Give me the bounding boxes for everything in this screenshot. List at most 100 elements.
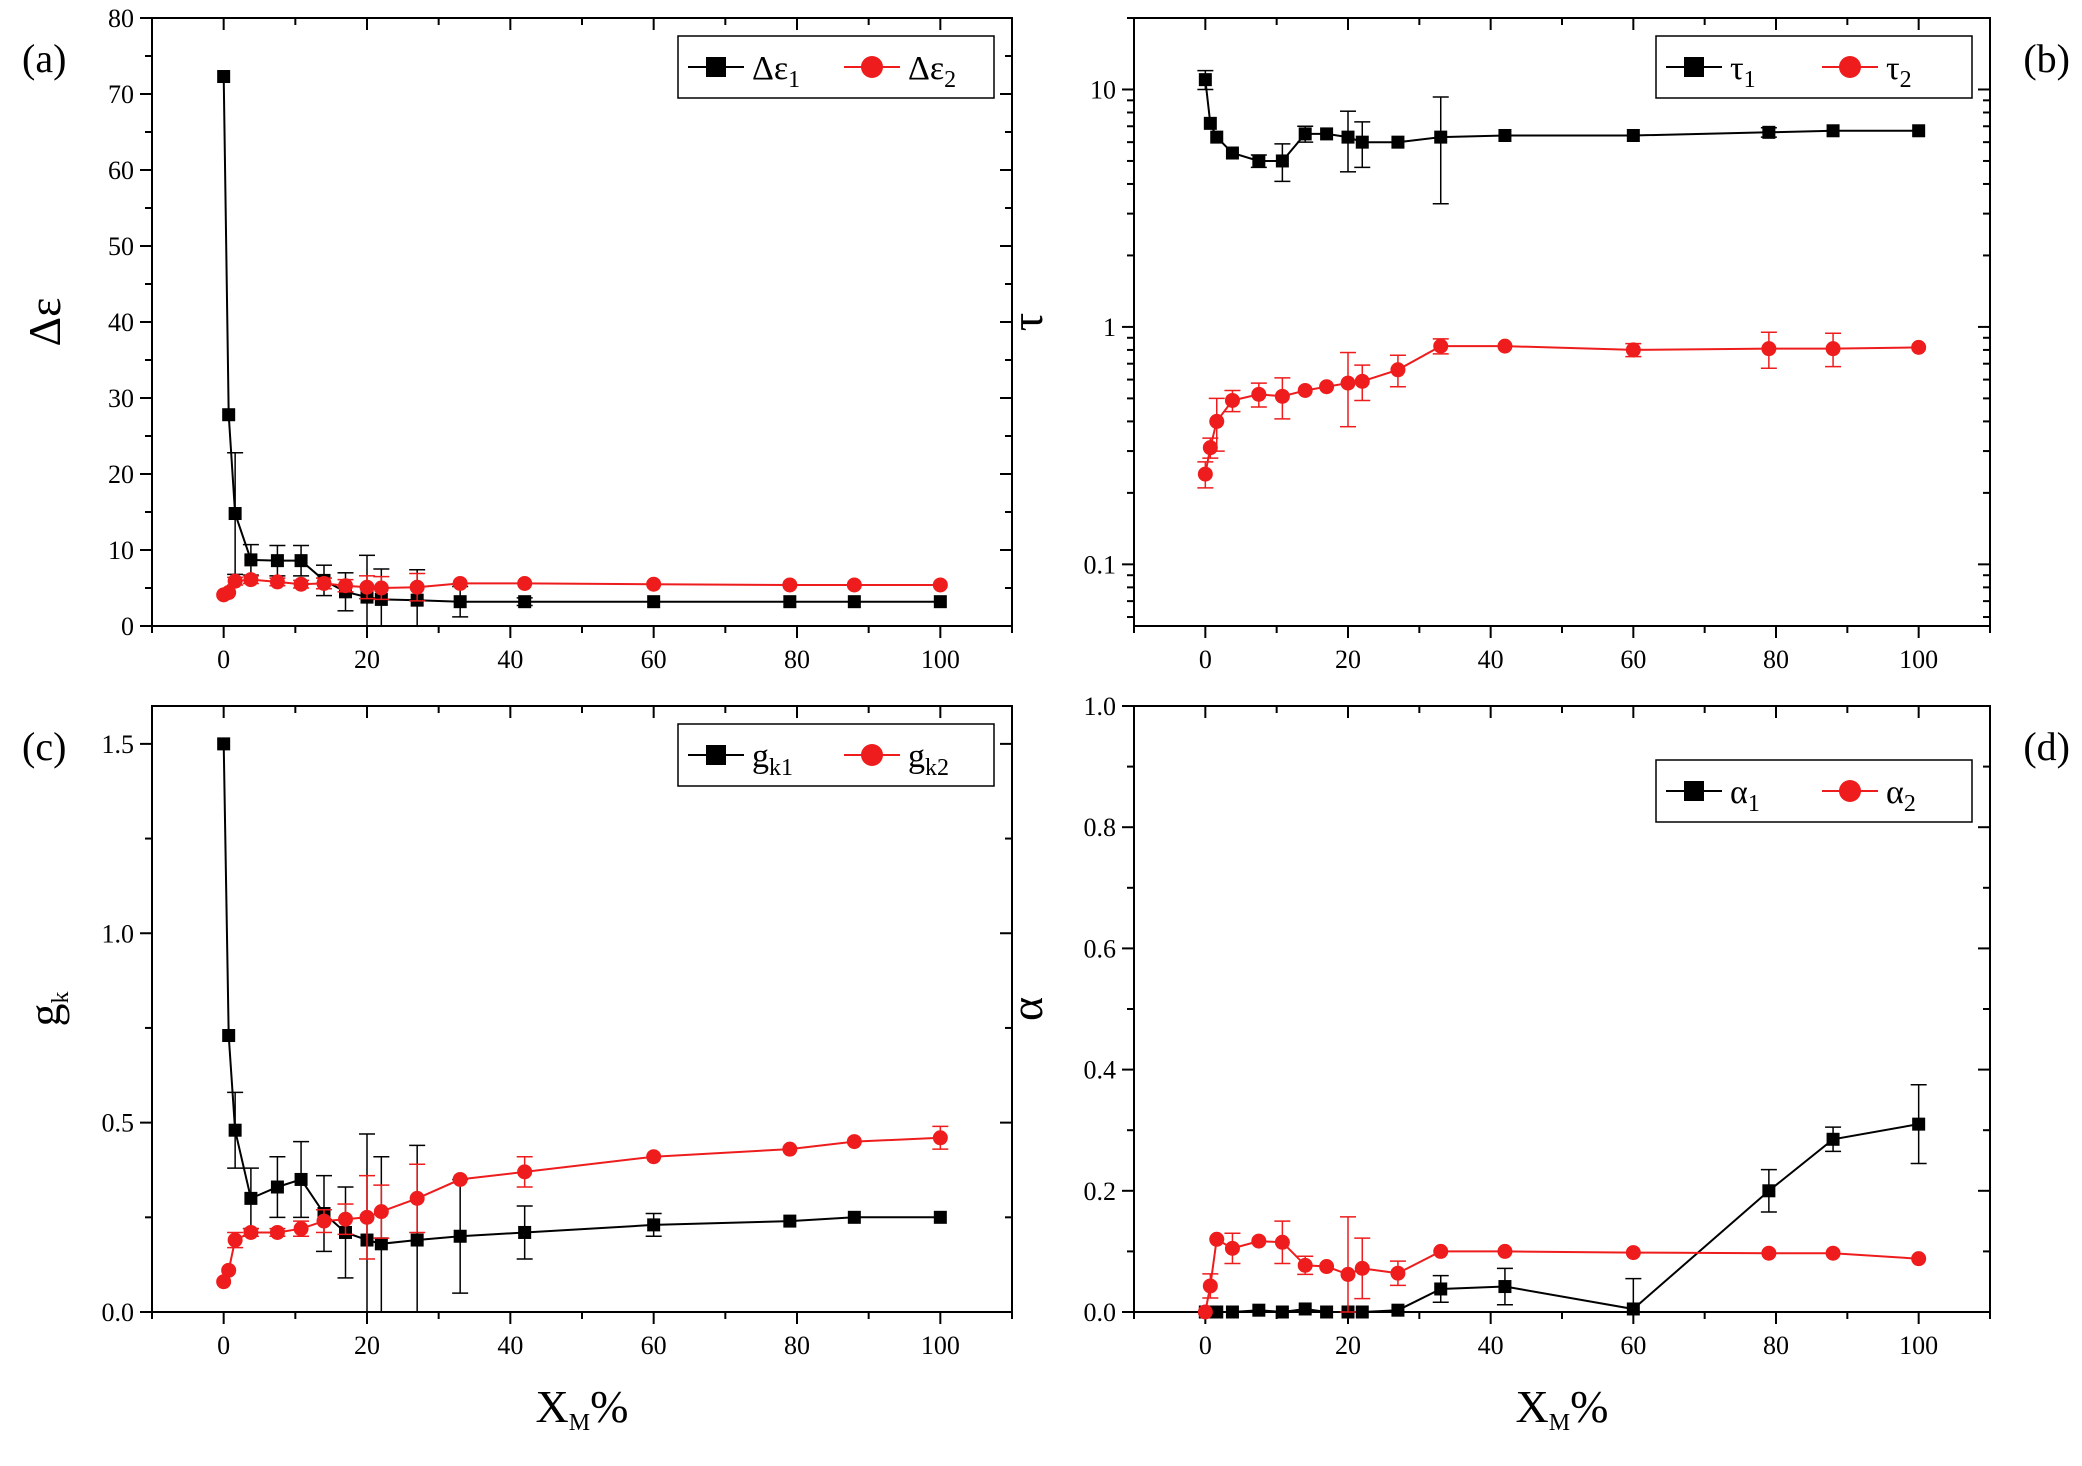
y-axis-label-main: α [1001, 997, 1052, 1021]
legend-marker [706, 57, 726, 77]
data-point [1203, 116, 1217, 130]
legend-label-sub: 2 [1904, 791, 1916, 817]
y-tick-label: 1.0 [1084, 692, 1117, 721]
data-point [1209, 1231, 1225, 1247]
y-tick-label: 50 [108, 232, 134, 261]
data-point [216, 1274, 232, 1290]
series-line [1204, 1237, 1919, 1313]
data-point [359, 579, 375, 595]
data-point [269, 574, 285, 590]
legend: τ1 τ2 [1655, 35, 1973, 99]
legend-label-sub: k1 [769, 755, 793, 781]
y-tick-label: 0.2 [1084, 1177, 1117, 1206]
data-point [1762, 1184, 1776, 1198]
legend-label-main: Δε [752, 50, 788, 87]
y-tick-label: 0.5 [102, 1109, 135, 1138]
data-point [1298, 1302, 1312, 1316]
series-1 [217, 70, 947, 627]
data-point [227, 1232, 243, 1248]
x-tick-label: 80 [784, 1331, 810, 1360]
data-point [1197, 466, 1213, 482]
data-point [1355, 1305, 1369, 1319]
data-point [1761, 341, 1777, 357]
data-point [270, 554, 284, 568]
data-point [1391, 135, 1405, 149]
y-tick-label: 10 [108, 536, 134, 565]
data-point [1320, 1305, 1334, 1319]
legend-marker [1839, 56, 1861, 78]
data-point [1761, 1245, 1777, 1261]
data-point [1202, 1278, 1218, 1294]
data-point [782, 1141, 798, 1157]
data-point [1625, 1245, 1641, 1261]
plot-frame-c [151, 705, 1013, 1313]
data-point [409, 579, 425, 595]
data-point [1911, 1251, 1927, 1267]
y-axis-label: α [1001, 997, 1052, 1021]
data-point [294, 1172, 308, 1186]
data-point [933, 595, 947, 609]
data-point [1198, 73, 1212, 87]
data-point [294, 554, 308, 568]
data-point [518, 595, 532, 609]
x-tick-label: 0 [1199, 1331, 1212, 1360]
y-tick-label: 30 [108, 384, 134, 413]
data-point [217, 737, 231, 751]
x-tick-label: 40 [497, 1331, 523, 1360]
data-point [227, 573, 243, 589]
data-point [270, 1180, 284, 1194]
data-point [847, 595, 861, 609]
x-axis-label: XM% [536, 1381, 629, 1436]
legend-marker [861, 56, 883, 78]
y-tick-label: 0.6 [1084, 934, 1117, 963]
data-point [846, 577, 862, 593]
data-point [647, 595, 661, 609]
legend-label-sub: 1 [1748, 791, 1760, 817]
legend-label: gk1 [752, 738, 793, 781]
y-tick-label: 0.0 [1084, 1298, 1117, 1327]
data-point [1340, 1266, 1356, 1282]
y-tick-label: 0.4 [1084, 1056, 1117, 1085]
data-point [517, 1164, 533, 1180]
data-point [316, 1213, 332, 1229]
y-tick-label: 0.8 [1084, 813, 1117, 842]
legend-label-main: α [1730, 774, 1748, 811]
data-point [847, 1210, 861, 1224]
data-point [517, 575, 533, 591]
x-tick-label: 100 [921, 1331, 960, 1360]
x-tick-label: 0 [217, 1331, 230, 1360]
data-point [1224, 1240, 1240, 1256]
data-point [453, 595, 467, 609]
x-tick-label: 100 [1899, 645, 1938, 674]
data-point [1497, 1243, 1513, 1259]
data-point [1275, 1305, 1289, 1319]
series-2 [1197, 1216, 1927, 1320]
data-point [1625, 342, 1641, 358]
x-tick-label: 60 [1620, 1331, 1646, 1360]
data-point [410, 1233, 424, 1247]
data-point [1433, 1243, 1449, 1259]
data-point [932, 577, 948, 593]
data-point [1390, 362, 1406, 378]
data-point [222, 1029, 236, 1043]
data-point [293, 1221, 309, 1237]
data-point [1825, 341, 1841, 357]
data-point [228, 507, 242, 521]
legend-label-main: α [1886, 774, 1904, 811]
data-point [359, 1209, 375, 1225]
data-point [293, 576, 309, 592]
series-line [1204, 345, 1919, 475]
data-point [1210, 130, 1224, 144]
data-point [1498, 1280, 1512, 1294]
y-axis-label: Δε [19, 298, 70, 347]
data-point [1912, 1117, 1926, 1131]
series-1 [1197, 69, 1926, 205]
data-point [1826, 1132, 1840, 1146]
panel-label: (a) [22, 36, 66, 81]
data-point [933, 1210, 947, 1224]
x-axis-label-main: X [1516, 1381, 1549, 1432]
legend-label: α1 [1730, 774, 1760, 817]
y-axis-label: gk [19, 992, 74, 1027]
y-axis-label-main: g [19, 1004, 70, 1027]
